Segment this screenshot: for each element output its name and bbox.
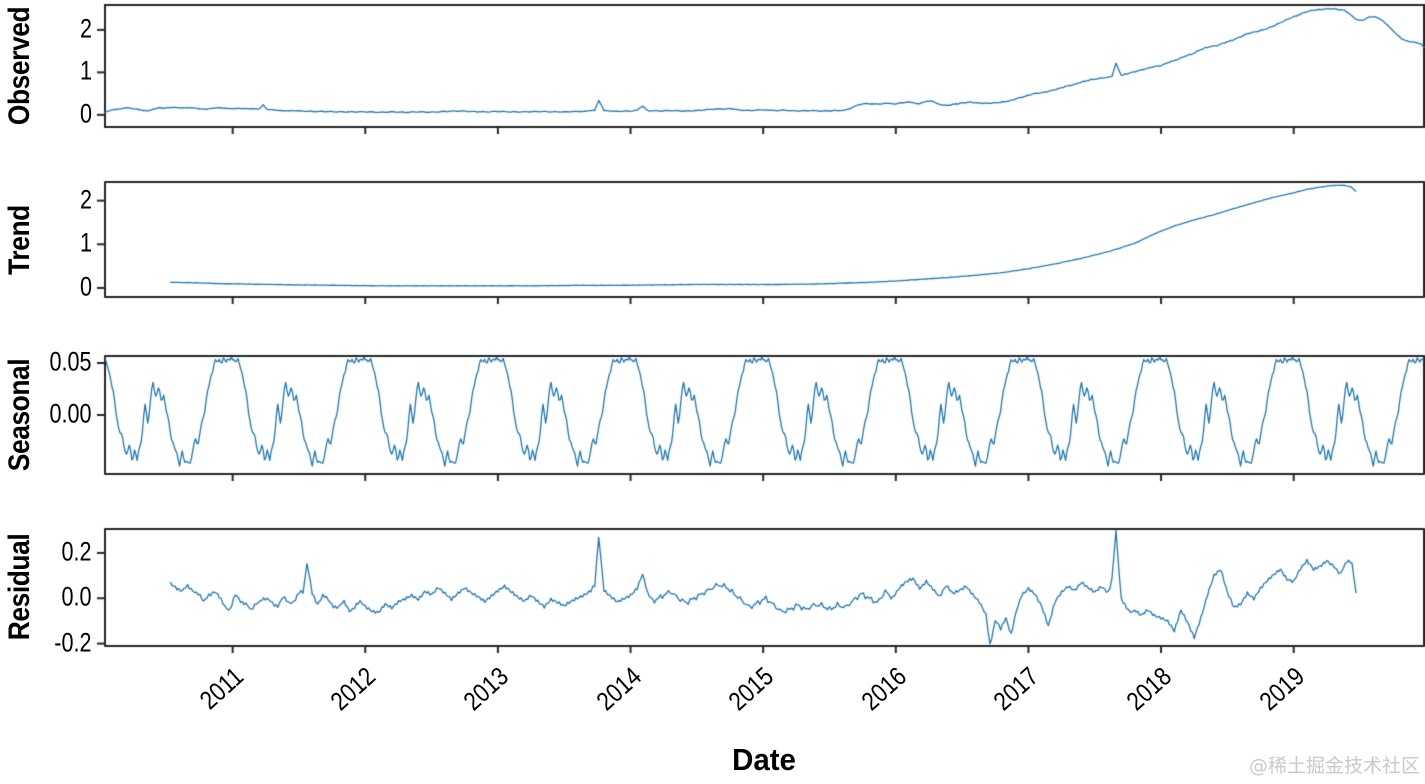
ylabel-residual: Residual [3, 533, 36, 641]
watermark: @稀土掘金技术社区 [1248, 755, 1420, 777]
y-tick-label-seasonal: 0.05 [49, 346, 92, 377]
y-tick-label-trend: 2 [79, 183, 92, 214]
y-tick-label-residual: 0.0 [61, 581, 92, 612]
y-tick-label-trend: 1 [79, 227, 92, 258]
y-tick-label-residual: 0.2 [61, 536, 92, 567]
y-tick-label-residual: -0.2 [54, 626, 92, 657]
y-tick-label-seasonal: 0.00 [49, 398, 92, 429]
y-tick-label-observed: 1 [79, 55, 92, 86]
x-axis-label: Date [732, 742, 796, 777]
y-tick-label-trend: 0 [79, 271, 92, 302]
y-tick-label-observed: 0 [79, 98, 92, 129]
y-tick-label-observed: 2 [79, 13, 92, 44]
